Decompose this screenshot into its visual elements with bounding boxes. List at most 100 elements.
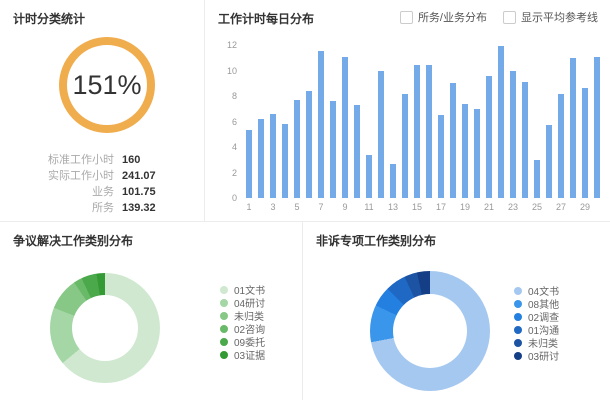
bar-slot — [387, 163, 399, 198]
y-axis-tick: 12 — [226, 40, 237, 50]
bar-slot — [303, 90, 315, 198]
legend-label: 02咨询 — [234, 325, 266, 336]
bar[interactable] — [462, 103, 468, 198]
y-axis-tick: 6 — [231, 116, 237, 127]
bar[interactable] — [390, 163, 396, 198]
timing-gauge-value: 151% — [72, 69, 142, 100]
bar-slot — [555, 93, 567, 198]
bar[interactable] — [510, 70, 516, 198]
legend-dot-icon — [220, 350, 228, 359]
stats-list: 标准工作小时 160 实际工作小时 241.07 业务 101.75 所务 139.32 — [14, 151, 156, 215]
legend-label: 02调查 — [528, 313, 560, 324]
checkbox-icon[interactable] — [399, 10, 413, 24]
legend-item[interactable]: 08其他 — [514, 297, 560, 311]
bar[interactable] — [354, 104, 360, 198]
legend-label: 01沟通 — [528, 326, 560, 337]
bar-chart-plot — [243, 45, 603, 198]
legend-label: 08其他 — [528, 300, 560, 311]
dispute-donut-chart[interactable] — [50, 273, 160, 383]
nonlitigation-categories-panel: 非诉专项工作类别分布 04文书 08其他 02调查 01沟通 未归类 03研讨 — [303, 222, 610, 400]
bar-slot — [471, 108, 483, 198]
bar[interactable] — [330, 101, 336, 198]
legend-item[interactable]: 02调查 — [514, 310, 560, 324]
legend-item[interactable]: 04文书 — [514, 284, 559, 298]
bar[interactable] — [546, 125, 552, 198]
timing-summary-panel: 计时分类统计 151% 标准工作小时 160 实际工作小时 241.07 业务 101.7… — [0, 0, 205, 222]
x-axis-tick: 25 — [531, 202, 542, 212]
legend-item[interactable]: 09委托 — [220, 335, 265, 349]
bar[interactable] — [270, 113, 276, 198]
bar[interactable] — [318, 51, 324, 198]
x-axis-tick: 15 — [411, 202, 422, 212]
bar[interactable] — [450, 83, 456, 198]
legend-item[interactable]: 01沟通 — [514, 323, 560, 337]
legend-dot-icon — [514, 312, 522, 321]
legend-dot-icon — [220, 311, 228, 320]
bar[interactable] — [342, 56, 348, 198]
legend-item[interactable]: 未归类 — [514, 336, 559, 350]
bar-slot — [351, 104, 363, 198]
bar[interactable] — [366, 154, 372, 198]
daily-hours-bar-chart: 0 2 4 6 8 10 12 1 3 5 7 9 11 13 15 17 19 21 23 25 27 29 — [219, 38, 605, 214]
nonlitigation-legend: 04文书 08其他 02调查 01沟通 未归类 03研讨 — [514, 284, 560, 363]
chart-option-checkbox[interactable]: 显示平均参考线 — [503, 9, 598, 25]
legend-item[interactable]: 01文书 — [220, 283, 265, 297]
bar[interactable] — [582, 88, 588, 198]
bar-slot — [255, 118, 267, 198]
bar-slot — [279, 124, 291, 198]
x-axis-tick: 1 — [246, 202, 252, 212]
checkbox-label: 显示平均参考线 — [521, 12, 598, 24]
bar-slot — [495, 46, 507, 198]
chart-option-checkbox[interactable]: 所务/业务分布 — [399, 9, 487, 25]
bar-slot — [243, 130, 255, 198]
bar-slot — [267, 113, 279, 198]
bar[interactable] — [426, 65, 432, 198]
bar[interactable] — [306, 90, 312, 198]
legend-dot-icon — [220, 337, 228, 346]
bar-slot — [483, 75, 495, 198]
bar[interactable] — [486, 75, 492, 198]
bar[interactable] — [414, 65, 420, 198]
legend-item[interactable]: 未归类 — [220, 309, 265, 323]
bar[interactable] — [474, 108, 480, 198]
bar[interactable] — [378, 70, 384, 198]
legend-item[interactable]: 04研讨 — [220, 296, 265, 310]
bar[interactable] — [258, 118, 264, 198]
legend-item[interactable]: 03证据 — [220, 348, 265, 362]
y-axis-tick: 10 — [226, 65, 237, 76]
x-axis-tick — [471, 202, 483, 212]
legend-item[interactable]: 03研讨 — [514, 349, 559, 363]
bar[interactable] — [498, 46, 504, 198]
chart-options: 所务/业务分布 显示平均参考线 — [399, 9, 598, 25]
legend-dot-icon — [514, 299, 522, 308]
checkbox-icon[interactable] — [503, 10, 516, 24]
bar-slot — [399, 93, 411, 198]
nonlitigation-donut-chart[interactable] — [370, 271, 490, 391]
legend-item[interactable]: 02咨询 — [220, 322, 266, 336]
bar-slot — [567, 57, 579, 198]
bar[interactable] — [282, 124, 288, 198]
legend-dot-icon — [220, 324, 228, 333]
y-axis-tick: 8 — [231, 91, 237, 101]
bar[interactable] — [246, 130, 252, 198]
bar[interactable] — [570, 57, 576, 198]
bar[interactable] — [522, 82, 528, 198]
bar-slot — [411, 65, 423, 198]
x-axis-tick — [327, 202, 339, 212]
bar[interactable] — [594, 56, 600, 198]
y-axis-tick: 0 — [231, 193, 237, 203]
bar[interactable] — [438, 115, 444, 198]
x-axis-tick: 17 — [435, 202, 446, 212]
x-axis-tick: 13 — [387, 202, 398, 212]
bar[interactable] — [294, 99, 300, 198]
bar-chart-y-axis: 0 2 4 6 8 10 12 — [219, 38, 239, 205]
legend-dot-icon — [514, 286, 522, 295]
bar-slot — [579, 88, 591, 198]
timing-gauge-ring: 151% — [59, 37, 155, 133]
bar[interactable] — [534, 159, 540, 198]
bar[interactable] — [558, 93, 564, 198]
x-axis-tick: 21 — [483, 202, 494, 212]
bar-slot — [435, 115, 447, 198]
bar[interactable] — [402, 93, 408, 198]
timing-summary-title: 计时分类统计 — [13, 12, 86, 26]
